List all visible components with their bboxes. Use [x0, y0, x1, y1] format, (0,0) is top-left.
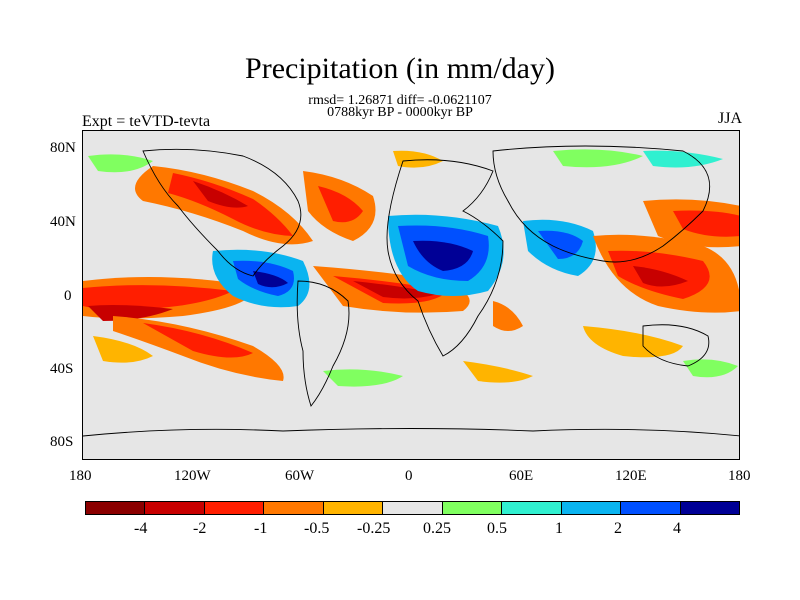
plot-title: Precipitation (in mm/day) [245, 52, 555, 85]
colorbar-swatch [680, 502, 739, 514]
colorbar-label: -0.25 [357, 520, 391, 537]
colorbar-label: -1 [254, 520, 268, 537]
colorbar [85, 501, 740, 515]
colorbar-swatch [323, 502, 384, 514]
colorbar-label: -0.5 [304, 520, 330, 537]
colorbar-swatch [204, 502, 265, 514]
lon-label-180e: 180 [728, 468, 751, 484]
precipitation-map [82, 130, 740, 460]
experiment-label: Expt = teVTD-tevta [82, 113, 211, 130]
colorbar-label: 0.25 [423, 520, 451, 537]
anomaly-arctic-wet [88, 154, 153, 173]
season-label: JJA [717, 110, 742, 127]
lat-label-40s: 40S [50, 361, 74, 377]
stats-line: rmsd= 1.26871 diff= -0.0621107 [308, 93, 492, 108]
lat-label-0: 0 [64, 288, 72, 304]
colorbar-swatch [621, 502, 681, 514]
colorbar-label: 0.5 [487, 520, 507, 537]
colorbar-swatch [561, 502, 622, 514]
colorbar-swatch [502, 502, 562, 514]
colorbar-swatch [86, 502, 146, 514]
anomaly-south-indian-dry [493, 301, 523, 331]
lat-label-40n: 40N [50, 214, 76, 230]
lon-label-60w: 60W [285, 468, 315, 484]
lon-label-60e: 60E [509, 468, 534, 484]
coastlines [83, 145, 739, 437]
lon-label-180w: 180 [69, 468, 92, 484]
colorbar-swatch [442, 502, 503, 514]
lon-label-120e: 120E [615, 468, 647, 484]
colorbar-swatch [145, 502, 205, 514]
lon-label-0: 0 [405, 468, 413, 484]
map-canvas [83, 131, 739, 459]
period-line: 0788kyr BP - 0000kyr BP [327, 105, 473, 120]
colorbar-swatch [264, 502, 324, 514]
colorbar-label: -2 [193, 520, 207, 537]
lat-label-80n: 80N [50, 140, 76, 156]
colorbar-label: -4 [134, 520, 148, 537]
anomaly-southern-ocean-wet [323, 369, 403, 387]
colorbar-label: 2 [614, 520, 622, 537]
lat-label-80s: 80S [50, 434, 74, 450]
colorbar-label: 4 [673, 520, 681, 537]
colorbar-label: 1 [555, 520, 563, 537]
lon-label-120w: 120W [174, 468, 211, 484]
colorbar-swatch [383, 502, 443, 514]
